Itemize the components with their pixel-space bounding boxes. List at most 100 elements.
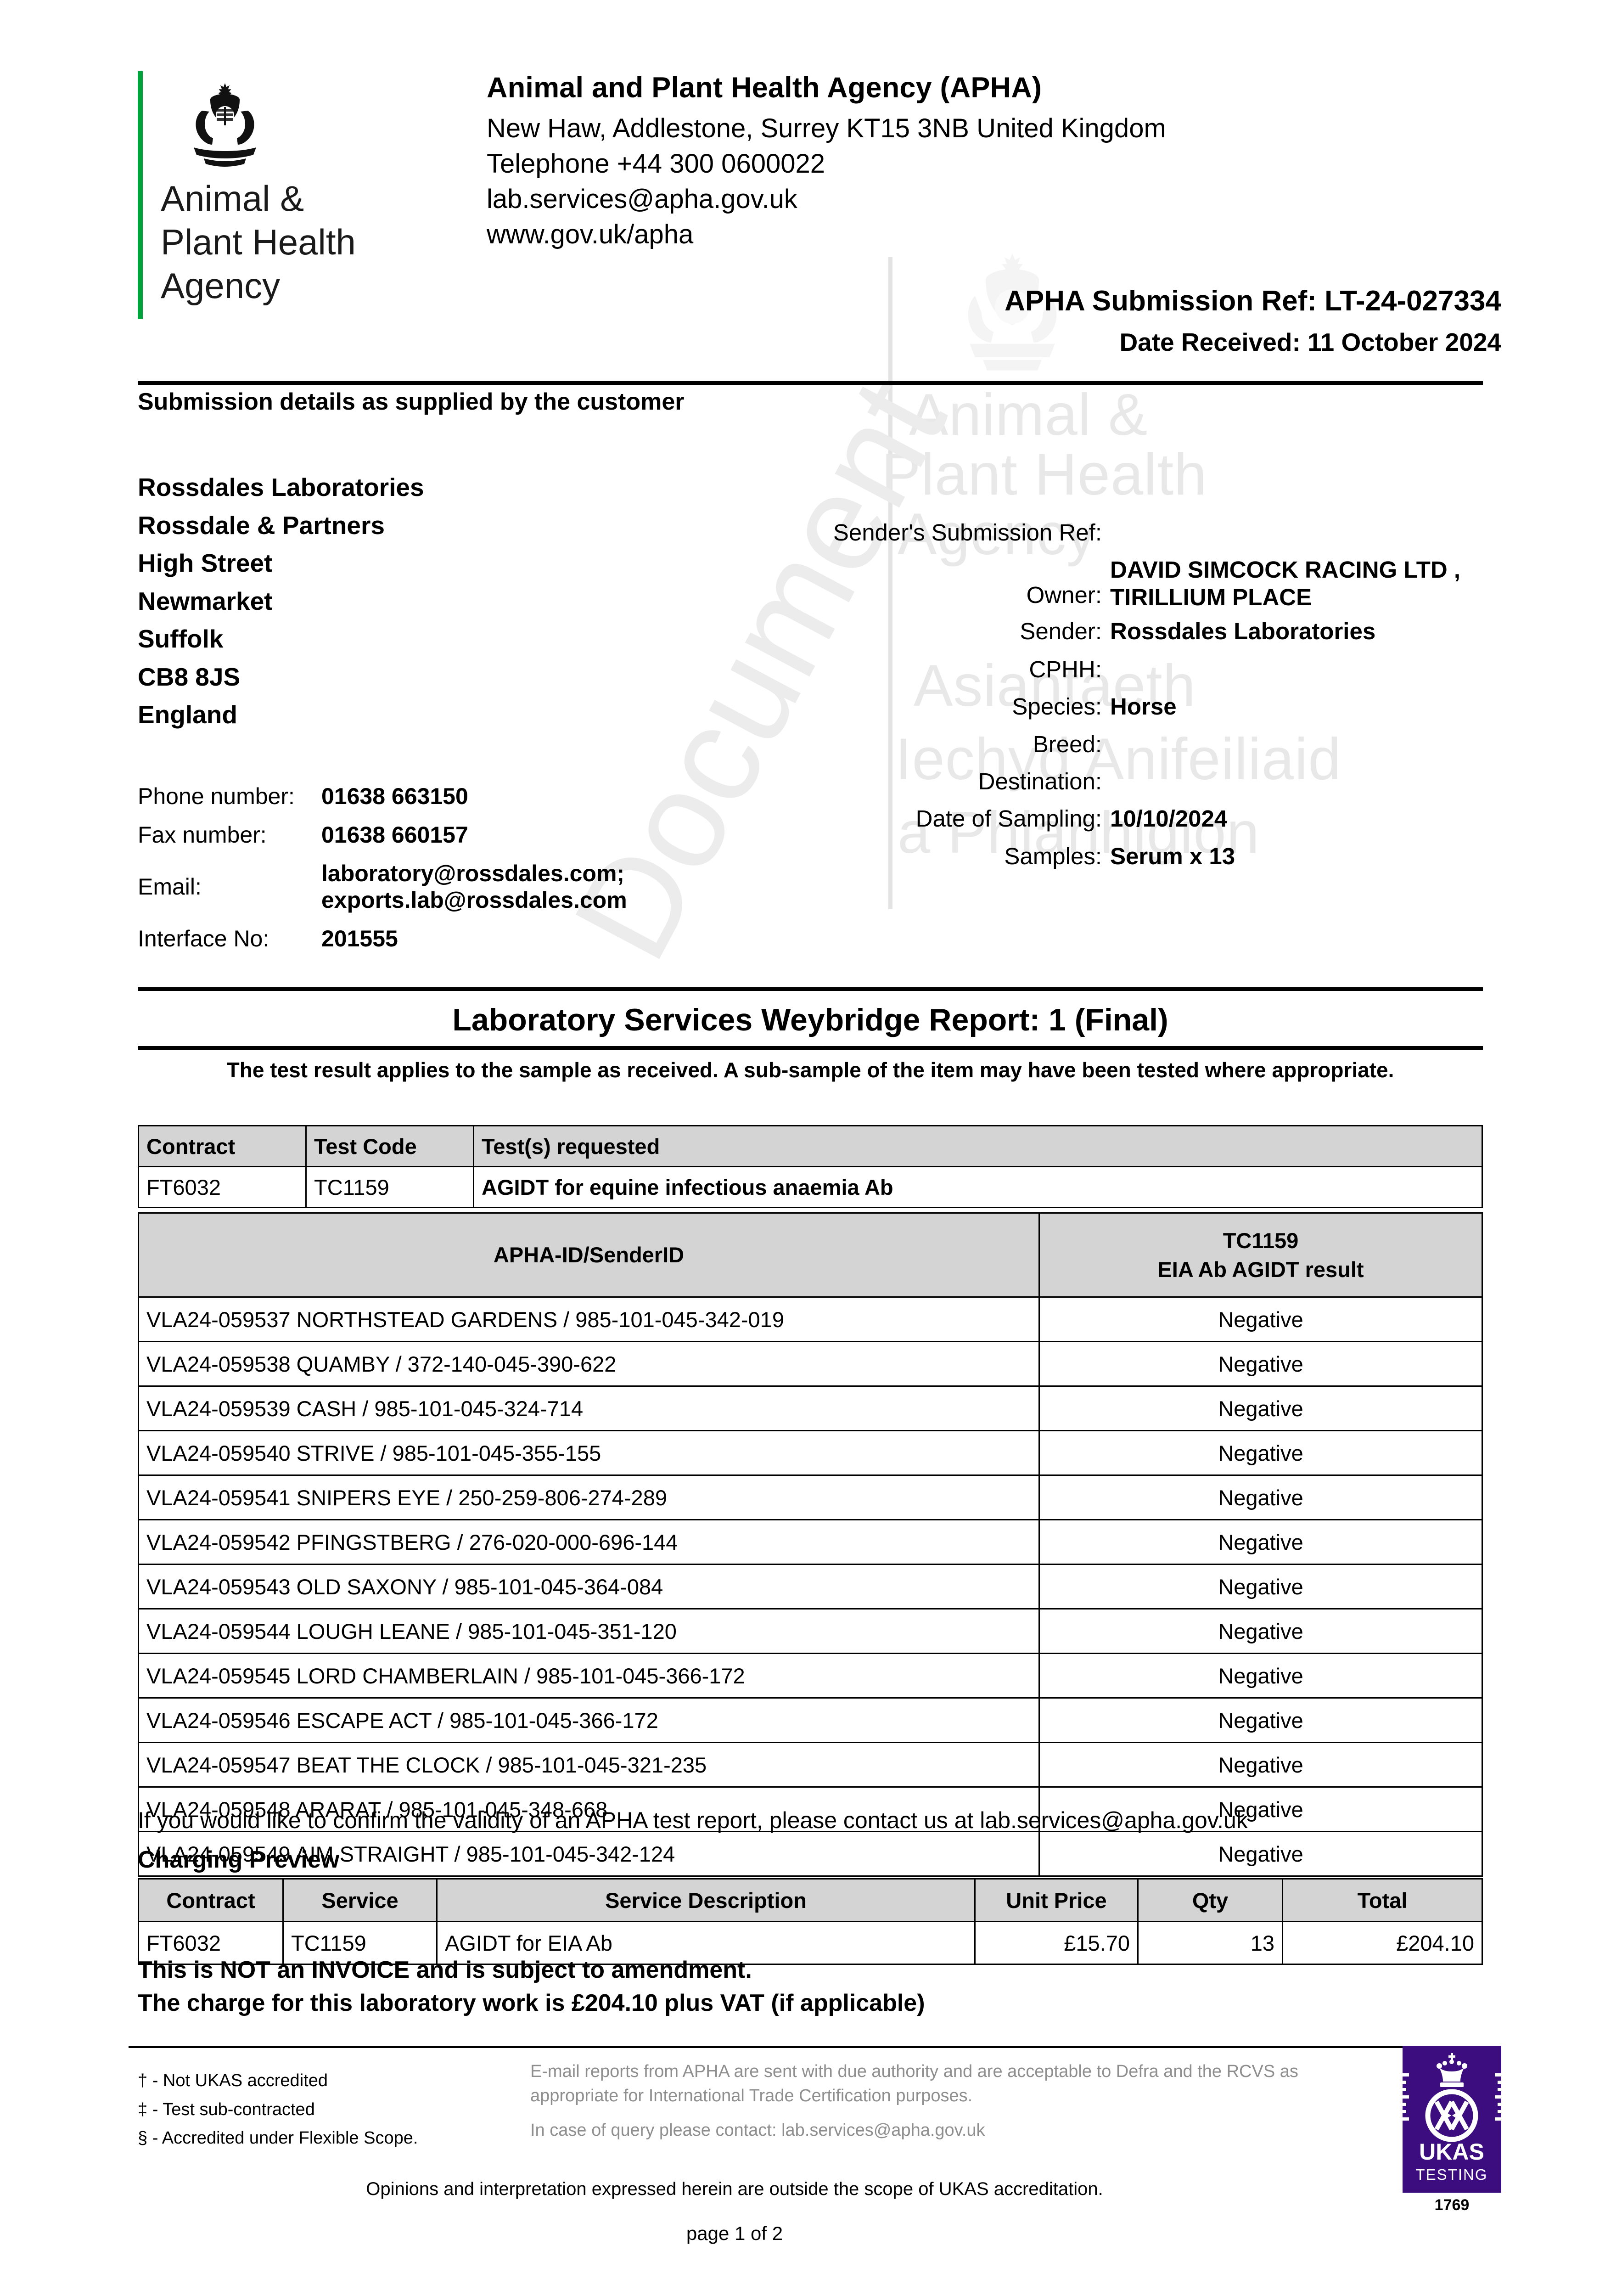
table-row: VLA24-059538 QUAMBY / 372-140-045-390-62… — [138, 1341, 1483, 1387]
cell-sample-id: VLA24-059545 LORD CHAMBERLAIN / 985-101-… — [138, 1653, 1040, 1699]
th-charge-contract: Contract — [138, 1878, 284, 1922]
ukas-accreditation-mark: UKAS TESTING 1769 — [1403, 2046, 1501, 2214]
cell-result: Negative — [1038, 1831, 1483, 1877]
detail-row-samples: Samples: Serum x 13 — [780, 843, 1501, 870]
interface-label: Interface No: — [138, 926, 269, 951]
cell-sample-id: VLA24-059541 SNIPERS EYE / 250-259-806-2… — [138, 1474, 1040, 1520]
notice-line-1: This is NOT an INVOICE and is subject to… — [138, 1957, 752, 1983]
cell-result: Negative — [1038, 1653, 1483, 1699]
charging-preview-table: Contract Service Service Description Uni… — [138, 1878, 1483, 1965]
notice-line-2: The charge for this laboratory work is £… — [138, 1989, 925, 2016]
breed-label: Breed: — [1033, 731, 1102, 757]
owner-value: DAVID SIMCOCK RACING LTD , TIRILLIUM PLA… — [1110, 556, 1460, 611]
cell-sample-id: VLA24-059546 ESCAPE ACT / 985-101-045-36… — [138, 1697, 1040, 1743]
footer-email-paragraph: E-mail reports from APHA are sent with d… — [530, 2062, 1298, 2106]
phone-label: Phone number: — [138, 783, 295, 809]
interface-value: 201555 — [321, 926, 398, 951]
sampling-date-label: Date of Sampling: — [915, 805, 1102, 832]
royal-coat-of-arms-icon — [194, 83, 256, 167]
customer-contact-block: Phone number: 01638 663150 Fax number: 0… — [138, 783, 627, 964]
cell-charge-total: £204.10 — [1282, 1921, 1483, 1965]
report-title-top-rule — [138, 987, 1483, 991]
logo-line-1: Animal & — [161, 178, 304, 219]
organisation-address: New Haw, Addlestone, Surrey KT15 3NB Uni… — [487, 113, 1166, 143]
cell-result: Negative — [1038, 1385, 1483, 1431]
logo-green-bar — [138, 71, 143, 319]
table-row: VLA24-059541 SNIPERS EYE / 250-259-806-2… — [138, 1474, 1483, 1520]
cell-charge-description: AGIDT for EIA Ab — [436, 1921, 976, 1965]
footer-opinions-note: Opinions and interpretation expressed he… — [366, 2179, 1103, 2199]
address-line: CB8 8JS — [138, 662, 241, 691]
cell-result: Negative — [1038, 1430, 1483, 1476]
table-row: FT6032 TC1159 AGIDT for equine infectiou… — [138, 1166, 1483, 1208]
detail-row-destination: Destination: — [780, 768, 1501, 795]
results-table: APHA-ID/SenderID TC1159 EIA Ab AGIDT res… — [138, 1212, 1483, 1877]
table-row: VLA24-059549 AIM STRAIGHT / 985-101-045-… — [138, 1831, 1483, 1877]
cell-result: Negative — [1038, 1564, 1483, 1609]
cell-sample-id: VLA24-059549 AIM STRAIGHT / 985-101-045-… — [138, 1831, 1040, 1877]
ukas-type-text: TESTING — [1415, 2166, 1487, 2183]
footnote-dagger: † - Not UKAS accredited — [138, 2071, 328, 2090]
organisation-block: Animal and Plant Health Agency (APHA) Ne… — [487, 71, 1359, 253]
charging-notice: This is NOT an INVOICE and is subject to… — [138, 1954, 925, 2020]
detail-row-owner: Owner: DAVID SIMCOCK RACING LTD , TIRILL… — [780, 556, 1501, 611]
organisation-website[interactable]: www.gov.uk/apha — [487, 219, 694, 250]
owner-value-line-1: DAVID SIMCOCK RACING LTD , — [1110, 557, 1461, 583]
watermark-line-1: Animal & — [909, 382, 1148, 448]
ukas-logo-box: UKAS TESTING — [1403, 2046, 1501, 2193]
phone-value: 01638 663150 — [321, 783, 468, 809]
table-row: VLA24-059547 BEAT THE CLOCK / 985-101-04… — [138, 1742, 1483, 1788]
th-tests-requested: Test(s) requested — [473, 1125, 1483, 1167]
address-line: High Street — [138, 549, 273, 577]
footer-query-paragraph: In case of query please contact: lab.ser… — [530, 2121, 985, 2140]
footnote-section: § - Accredited under Flexible Scope. — [138, 2128, 418, 2148]
watermark-line-2: Plant Health — [881, 442, 1207, 507]
cell-result: Negative — [1038, 1474, 1483, 1520]
confirm-validity-line: If you would like to confirm the validit… — [138, 1807, 1248, 1833]
table-row: VLA24-059546 ESCAPE ACT / 985-101-045-36… — [138, 1697, 1483, 1743]
sender-label: Sender: — [1020, 618, 1102, 645]
detail-row-sender: Sender: Rossdales Laboratories — [780, 618, 1501, 645]
cell-sample-id: VLA24-059542 PFINGSTBERG / 276-020-000-6… — [138, 1519, 1040, 1565]
logo-line-3: Agency — [161, 265, 281, 306]
th-contract: Contract — [138, 1125, 307, 1167]
table-row: VLA24-059537 NORTHSTEAD GARDENS / 985-10… — [138, 1296, 1483, 1342]
senders-ref-label: Sender's Submission Ref: — [833, 519, 1102, 546]
contact-row-phone: Phone number: 01638 663150 — [138, 783, 627, 810]
footer-accreditation-notes: † - Not UKAS accredited ‡ - Test sub-con… — [138, 2066, 418, 2153]
cell-test-code: TC1159 — [305, 1166, 474, 1208]
cell-sample-id: VLA24-059548 ARARAT / 985-101-045-348-66… — [138, 1786, 1040, 1832]
owner-value-line-2: TIRILLIUM PLACE — [1110, 584, 1312, 611]
results-table-body: VLA24-059537 NORTHSTEAD GARDENS / 985-10… — [138, 1296, 1483, 1877]
th-apha-id: APHA-ID/SenderID — [138, 1212, 1040, 1298]
contact-row-email: Email: laboratory@rossdales.com; exports… — [138, 860, 627, 913]
cell-result: Negative — [1038, 1786, 1483, 1832]
table-row: VLA24-059542 PFINGSTBERG / 276-020-000-6… — [138, 1519, 1483, 1565]
th-result-code: TC1159 — [1223, 1228, 1299, 1253]
table-row: VLA24-059544 LOUGH LEANE / 985-101-045-3… — [138, 1608, 1483, 1654]
submission-details-heading: Submission details as supplied by the cu… — [138, 388, 685, 415]
cell-result: Negative — [1038, 1519, 1483, 1565]
email-value[interactable]: laboratory@rossdales.com; exports.lab@ro… — [321, 860, 627, 913]
detail-row-sampling-date: Date of Sampling: 10/10/2024 — [780, 805, 1501, 833]
address-line: Rossdales Laboratories — [138, 473, 424, 501]
organisation-telephone: Telephone +44 300 0600022 — [487, 149, 825, 179]
logo-line-2: Plant Health — [161, 222, 356, 263]
cell-sample-id: VLA24-059538 QUAMBY / 372-140-045-390-62… — [138, 1341, 1040, 1387]
th-result: TC1159 EIA Ab AGIDT result — [1038, 1212, 1483, 1298]
organisation-email[interactable]: lab.services@apha.gov.uk — [487, 184, 797, 214]
report-note: The test result applies to the sample as… — [226, 1058, 1394, 1082]
detail-row-breed: Breed: — [780, 731, 1501, 758]
samples-value: Serum x 13 — [1110, 843, 1235, 869]
footnote-double-dagger: ‡ - Test sub-contracted — [138, 2099, 315, 2119]
cell-test-description: AGIDT for equine infectious anaemia Ab — [473, 1166, 1483, 1208]
cell-result: Negative — [1038, 1608, 1483, 1654]
table-row: VLA24-059548 ARARAT / 985-101-045-348-66… — [138, 1786, 1483, 1832]
species-value: Horse — [1110, 693, 1177, 720]
ukas-number: 1769 — [1434, 2196, 1470, 2214]
th-charge-description: Service Description — [436, 1878, 976, 1922]
th-result-name: EIA Ab AGIDT result — [1157, 1257, 1364, 1282]
ukas-crown-circle-icon: UKAS TESTING — [1403, 2046, 1501, 2193]
email-value-line-2: exports.lab@rossdales.com — [321, 887, 627, 913]
